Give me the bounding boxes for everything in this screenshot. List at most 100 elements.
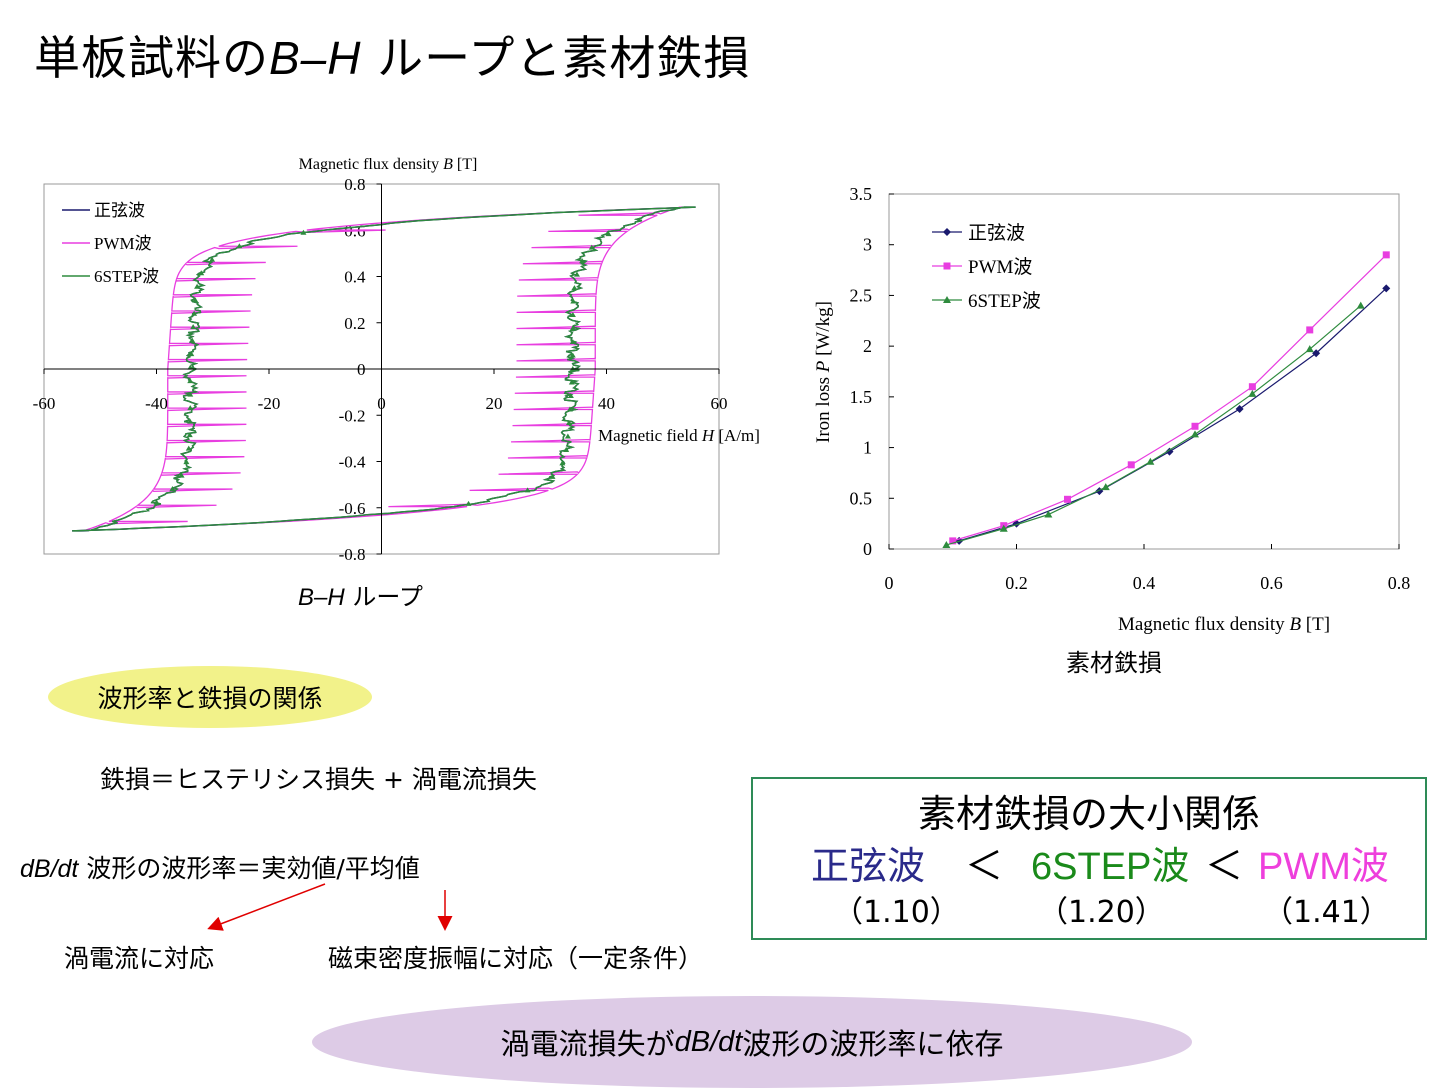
- bh-series-marker: [588, 244, 595, 250]
- loss-y-tick-label: 2.5: [850, 285, 873, 305]
- bh-series-marker: [191, 310, 198, 316]
- bh-series-marker: [571, 285, 578, 291]
- loss-y-tick-label: 0: [863, 539, 872, 559]
- bh-series-marker: [186, 432, 193, 438]
- bh-series-marker: [559, 460, 566, 466]
- bh-series-marker: [549, 473, 556, 479]
- rank-six-step: 6STEP波: [1031, 846, 1190, 888]
- loss-plot-area: [888, 193, 1400, 550]
- loss-point-6step: [1248, 389, 1257, 397]
- bh-y-tick-label: -0.6: [339, 499, 366, 518]
- bh-series-marker: [187, 405, 194, 411]
- bh-y-tick-label: -0.4: [339, 453, 366, 472]
- formfactor-line: dB/dt 波形の波形率＝実効値/平均値: [20, 849, 420, 885]
- rank-lt-2: ＜: [1205, 846, 1244, 888]
- loss-y-tick-label: 3: [863, 235, 872, 255]
- bh-y-tick-label: -0.2: [339, 406, 366, 425]
- bh-series-marker: [194, 283, 201, 289]
- conclusion-pill: 渦電流損失が dB/dt 波形の波形率に依存: [312, 996, 1192, 1088]
- bh-series-marker: [565, 419, 572, 425]
- bh-series-marker: [568, 379, 575, 385]
- loss-point-pwm: [1191, 422, 1199, 430]
- loss-point-pwm: [1382, 251, 1390, 259]
- bh-series-marker: [169, 486, 176, 492]
- loss-legend-marker: [943, 296, 951, 303]
- loss-point-pwm: [949, 537, 957, 545]
- bh-caption: B–H ループ: [298, 577, 423, 612]
- bh-series-marker: [563, 446, 570, 452]
- bh-series-marker: [569, 312, 576, 318]
- slide-title-suffix: ループと素材鉄損: [361, 31, 751, 85]
- bh-series-marker: [567, 392, 574, 398]
- loss-legend-label: 正弦波: [968, 222, 1025, 244]
- bh-loop-chart: -60 -40 -20 0 20 40 600.80.60.40.20-0.2-0.4-0.…: [33, 156, 760, 564]
- bh-series-marker: [236, 243, 243, 249]
- bh-series-marker: [189, 337, 196, 343]
- loss-point-6step: [1044, 510, 1053, 518]
- loss-caption: 素材鉄損: [1066, 649, 1162, 677]
- formfactor-italic: dB/dt: [20, 855, 79, 883]
- bh-y-tick-label: -0.8: [339, 545, 366, 564]
- slide-title-italic: B–H: [269, 32, 362, 84]
- loss-x-tick-label: 0.8: [1388, 573, 1411, 593]
- bh-series-marker: [198, 270, 205, 276]
- loss-point-pwm: [1064, 495, 1071, 503]
- bh-series-marker: [524, 487, 531, 493]
- loss-point-6step: [1101, 483, 1110, 491]
- conclusion-suffix: 波形の波形率に依存: [742, 1027, 1004, 1061]
- bh-x-tick-label: -60: [33, 394, 56, 413]
- loss-y-tick-label: 1.5: [850, 387, 873, 407]
- bh-series-marker: [579, 258, 586, 264]
- bh-series-marker: [183, 459, 190, 465]
- bh-y-tick-label: 0.2: [344, 314, 365, 333]
- bh-series-line: [72, 206, 696, 532]
- loss-y-tick-label: 0.5: [850, 488, 873, 508]
- bh-x-tick-label: 40: [598, 394, 615, 413]
- loss-point-6step: [942, 540, 951, 548]
- bh-series-marker: [188, 351, 195, 357]
- loss-point-sine: [1382, 284, 1391, 293]
- loss-x-tick-label: 0.6: [1260, 573, 1283, 593]
- loss-point-6step: [1356, 301, 1365, 309]
- loss-y-tick-label: 3.5: [850, 184, 873, 204]
- bh-x-tick-label: 20: [486, 394, 503, 413]
- rank-sine-value: （1.10）: [833, 895, 960, 930]
- loss-point-sine: [1235, 405, 1244, 414]
- iron-loss-chart: 0 0.2 0.4 0.6 0.8 3.5 3 2.5 2 1.5 1 0.5 0 Magnetic f…: [813, 184, 1411, 635]
- bh-series-marker: [192, 297, 199, 303]
- slide-title: 単板試料のB–H ループと素材鉄損: [34, 22, 750, 88]
- bh-series-marker: [570, 298, 577, 304]
- relation-pill-text: 波形率と鉄損の関係: [97, 684, 323, 713]
- loss-legend-label: PWM波: [968, 256, 1032, 278]
- note-eddy: 渦電流に対応: [64, 944, 215, 973]
- bh-series-marker: [209, 256, 216, 262]
- loss-x-tick-label: 0: [885, 573, 894, 593]
- conclusion-italic: dB/dt: [674, 1025, 743, 1058]
- rank-pwm: PWM波: [1258, 846, 1389, 888]
- conclusion-prefix: 渦電流損失が: [500, 1027, 675, 1061]
- bh-series-marker: [190, 324, 197, 330]
- loss-point-pwm: [1306, 326, 1314, 334]
- bh-series-marker: [187, 364, 194, 370]
- loss-legend-label: 6STEP波: [968, 290, 1041, 312]
- bh-series-marker: [605, 231, 612, 237]
- bh-ylabel: Magnetic flux density B [T]: [299, 156, 478, 173]
- loss-y-tick-label: 1: [863, 438, 872, 458]
- bh-legend-label: 6STEP波: [94, 267, 159, 286]
- loss-y-tick-label: 2: [863, 336, 872, 356]
- bh-series-marker: [187, 418, 194, 424]
- bh-x-tick-label: -40: [145, 394, 168, 413]
- bh-caption-suffix: ループ: [344, 583, 423, 611]
- bh-series-marker: [187, 391, 194, 397]
- loss-legend: 正弦波 PWM波 6STEP波: [932, 222, 1041, 312]
- slide-title-prefix: 単板試料の: [34, 31, 269, 85]
- bh-x-tick-label: -20: [258, 394, 281, 413]
- loss-legend-marker: [943, 262, 951, 270]
- rank-lt-1: ＜: [965, 846, 1004, 888]
- loss-legend-marker: [943, 228, 951, 236]
- bh-series-marker: [564, 433, 571, 439]
- rank-six-step-value: （1.20）: [1038, 895, 1165, 930]
- bh-series-marker: [569, 352, 576, 358]
- bh-series-marker: [465, 500, 472, 506]
- bh-series-marker: [569, 325, 576, 331]
